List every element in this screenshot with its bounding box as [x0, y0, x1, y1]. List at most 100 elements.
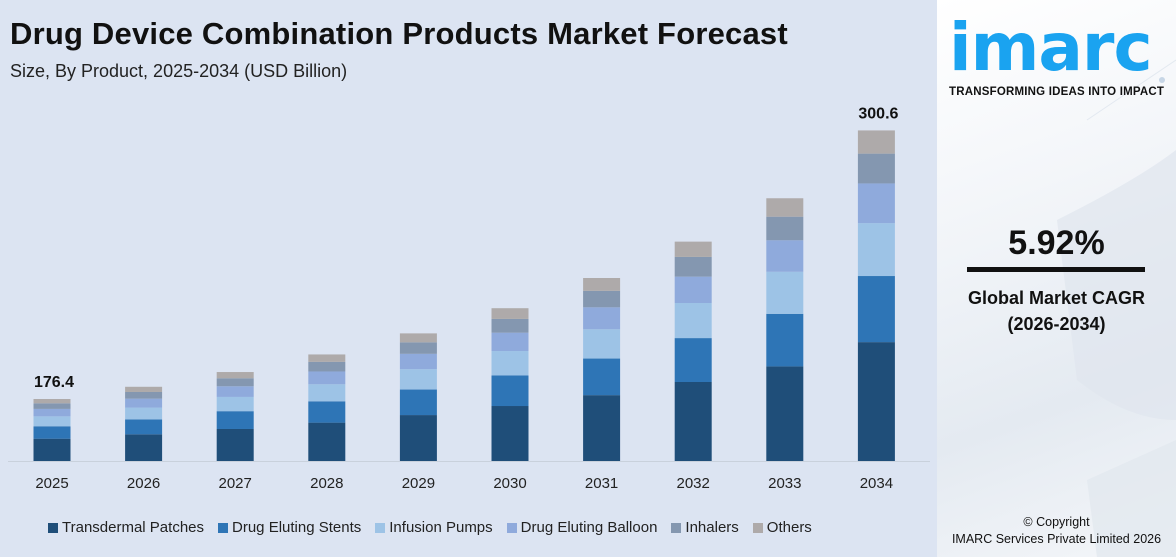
data-label-2025: 176.4: [34, 374, 74, 391]
bar-segment-drug-eluting-balloon-2028: [308, 371, 346, 385]
logo-wordmark: imarc: [949, 9, 1153, 86]
bar-segment-inhalers-2032: [674, 256, 712, 277]
chart-subtitle: Size, By Product, 2025-2034 (USD Billion…: [10, 61, 348, 81]
info-panel: imarc TRANSFORMING IDEAS INTO IMPACT 5.9…: [937, 0, 1176, 557]
logo-tagline: TRANSFORMING IDEAS INTO IMPACT: [949, 86, 1165, 98]
bar-segment-infusion-pumps-2033: [766, 271, 804, 314]
legend-swatch: [48, 522, 58, 533]
chart-title: Drug Device Combination Products Market …: [10, 16, 788, 51]
bar-segment-drug-eluting-stents-2027: [216, 411, 254, 429]
bar-segment-inhalers-2025: [33, 403, 71, 409]
bar-segment-infusion-pumps-2026: [125, 407, 163, 420]
bar-segment-drug-eluting-balloon-2032: [674, 276, 712, 303]
bar-segment-inhalers-2026: [125, 391, 163, 399]
bar-segment-drug-eluting-balloon-2026: [125, 398, 163, 408]
bar-segment-inhalers-2027: [216, 378, 254, 387]
background-decoration: [1057, 59, 1176, 557]
x-tick-label: 2026: [127, 475, 160, 492]
legend-label: Transdermal Patches: [62, 519, 205, 536]
legend-label: Infusion Pumps: [389, 519, 493, 536]
bar-segment-drug-eluting-balloon-2030: [491, 332, 529, 352]
x-tick-label: 2028: [310, 475, 343, 492]
legend-item-infusion-pumps: Infusion Pumps: [375, 519, 493, 536]
bar-segment-inhalers-2031: [583, 290, 621, 308]
x-tick-label: 2025: [35, 475, 68, 492]
imarc-logo: imarc TRANSFORMING IDEAS INTO IMPACT: [949, 8, 1174, 98]
legend-item-drug-eluting-balloon: Drug Eluting Balloon: [506, 519, 658, 536]
bar-segment-inhalers-2028: [308, 361, 346, 372]
bar-segment-inhalers-2033: [766, 216, 804, 241]
bar-segment-others-2034: [857, 130, 895, 154]
bar-segment-transdermal-patches-2027: [216, 428, 254, 461]
bar-segment-infusion-pumps-2027: [216, 396, 254, 412]
bar-segment-inhalers-2030: [491, 318, 529, 333]
legend-label: Others: [766, 519, 812, 536]
bar-segment-drug-eluting-stents-2029: [399, 389, 437, 416]
bar-segment-drug-eluting-balloon-2033: [766, 240, 804, 272]
legend-swatch: [506, 522, 517, 533]
bar-segment-drug-eluting-balloon-2027: [216, 386, 254, 397]
bar-segment-others-2031: [583, 277, 621, 291]
bar-segment-others-2025: [33, 399, 71, 404]
bar-segment-others-2026: [125, 386, 163, 392]
legend-item-others: Others: [752, 519, 812, 536]
x-tick-label: 2031: [585, 475, 618, 492]
bar-segment-inhalers-2029: [399, 342, 437, 354]
bar-segment-transdermal-patches-2031: [583, 395, 621, 461]
bar-segment-infusion-pumps-2032: [674, 302, 712, 339]
bar-segment-transdermal-patches-2033: [766, 366, 804, 461]
bar-segment-drug-eluting-balloon-2034: [857, 183, 895, 224]
cagr-label-line2: (2026-2034): [1007, 314, 1106, 334]
bar-segment-drug-eluting-stents-2028: [308, 401, 346, 423]
stacked-bar-chart: 2025 176.4 2026 2027 2028 2029 2030 2031 2032 203…: [8, 105, 930, 492]
legend-item-transdermal-patches: Transdermal Patches: [48, 519, 204, 536]
bar-segment-transdermal-patches-2032: [674, 381, 712, 461]
legend-swatch: [218, 522, 229, 533]
bar-segment-transdermal-patches-2034: [857, 342, 895, 461]
bar-segment-transdermal-patches-2029: [399, 415, 437, 461]
bar-segment-inhalers-2034: [857, 153, 895, 184]
legend: Transdermal Patches Drug Eluting Stents In…: [48, 519, 812, 536]
bar-segment-others-2029: [399, 333, 437, 343]
bar-segment-infusion-pumps-2025: [33, 416, 71, 427]
cagr-label: Global Market CAGR (2026-2034): [937, 285, 1176, 337]
x-tick-label: 2030: [493, 475, 526, 492]
bar-segment-drug-eluting-stents-2031: [583, 358, 621, 396]
x-tick-label: 2027: [219, 475, 252, 492]
bar-segment-drug-eluting-stents-2034: [857, 276, 895, 343]
bar-segment-transdermal-patches-2030: [491, 406, 529, 461]
cagr-value: 5.92%: [1008, 224, 1105, 262]
bar-segment-others-2033: [766, 198, 804, 217]
legend-item-drug-eluting-stents: Drug Eluting Stents: [218, 519, 361, 536]
bar-segment-drug-eluting-stents-2032: [674, 338, 712, 382]
bar-segment-others-2032: [674, 241, 712, 257]
x-tick-label: 2034: [860, 475, 893, 492]
bar-segment-others-2028: [308, 354, 346, 362]
bar-segment-others-2027: [216, 372, 254, 379]
bar-segment-drug-eluting-balloon-2031: [583, 307, 621, 330]
bar-segment-transdermal-patches-2025: [33, 438, 71, 461]
bar-segment-infusion-pumps-2028: [308, 384, 346, 402]
copyright-line1: © Copyright: [1023, 515, 1090, 529]
x-tick-label: 2033: [768, 475, 801, 492]
bar-segment-infusion-pumps-2034: [857, 223, 895, 277]
bar-segment-infusion-pumps-2030: [491, 351, 529, 376]
x-tick-label: 2032: [677, 475, 710, 492]
x-tick-label: 2029: [402, 475, 435, 492]
cagr-label-line1: Global Market CAGR: [967, 288, 1146, 308]
legend-label: Drug Eluting Stents: [232, 519, 362, 536]
legend-label: Inhalers: [685, 519, 739, 536]
bar-segment-transdermal-patches-2028: [308, 422, 346, 461]
legend-swatch: [375, 522, 386, 533]
legend-swatch: [671, 522, 682, 533]
legend-item-inhalers: Inhalers: [671, 519, 739, 536]
bar-segment-drug-eluting-stents-2033: [766, 313, 804, 367]
bar-segment-infusion-pumps-2031: [583, 329, 621, 359]
divider: [967, 267, 1145, 272]
legend-label: Drug Eluting Balloon: [520, 519, 658, 536]
bar-segment-infusion-pumps-2029: [399, 369, 437, 390]
bar-segment-others-2030: [491, 308, 529, 319]
bar-segment-drug-eluting-stents-2025: [33, 426, 71, 439]
legend-swatch: [752, 522, 763, 533]
bar-segment-drug-eluting-balloon-2029: [399, 353, 437, 370]
